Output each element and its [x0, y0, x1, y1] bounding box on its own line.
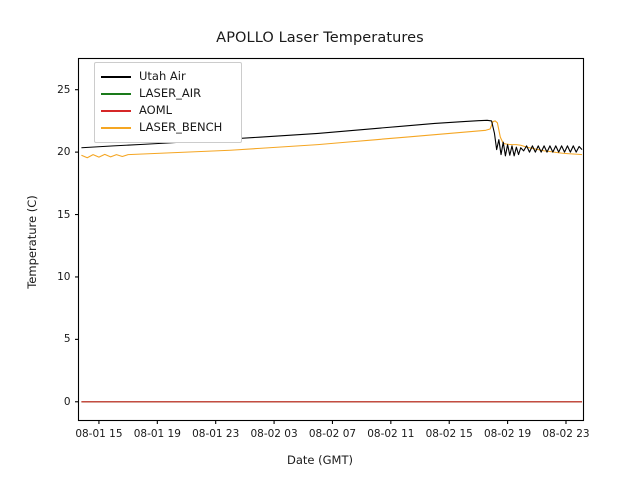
x-tick-label: 08-01 23 [192, 427, 240, 440]
x-tick-label: 08-02 19 [483, 427, 532, 440]
legend-item: Utah Air [101, 68, 235, 85]
legend-swatch-laser-air [101, 92, 131, 95]
chart-legend: Utah Air LASER_AIR AOML LASER_BENCH [94, 62, 242, 143]
x-tick-label: 08-02 07 [308, 427, 357, 440]
chart-title: APOLLO Laser Temperatures [216, 30, 424, 46]
legend-item: AOML [101, 102, 235, 119]
x-tick-label: 08-01 15 [75, 427, 123, 440]
x-tick-label: 08-02 11 [367, 427, 415, 440]
y-tick-label: 25 [57, 83, 71, 96]
y-tick-label: 15 [57, 208, 71, 221]
x-tick-label: 08-02 15 [425, 427, 473, 440]
series-line-utah-air [81, 119, 583, 157]
x-tick-label: 08-01 19 [133, 427, 181, 440]
legend-label-laser-bench: LASER_BENCH [139, 119, 223, 134]
legend-label-laser-air: LASER_AIR [139, 85, 202, 100]
legend-swatch-utah-air [101, 75, 131, 78]
legend-label-utah-air: Utah Air [139, 68, 186, 83]
legend-label-aoml: AOML [139, 102, 173, 117]
x-axis-label: Date (GMT) [287, 453, 353, 467]
legend-swatch-aoml [101, 109, 131, 112]
x-tick-label: 08-02 03 [250, 427, 298, 440]
y-axis-label: Temperature (C) [25, 195, 39, 289]
plot-frame [77, 57, 585, 422]
y-tick-label: 5 [63, 333, 71, 346]
x-tick-label: 08-02 23 [542, 427, 590, 440]
legend-item: LASER_BENCH [101, 119, 235, 136]
y-tick-label: 20 [57, 146, 71, 159]
y-tick-label: 10 [57, 270, 71, 283]
legend-swatch-laser-bench [101, 126, 131, 129]
series-line-laser-bench [81, 120, 583, 159]
legend-item: LASER_AIR [101, 85, 235, 102]
y-tick-label: 0 [63, 395, 71, 408]
